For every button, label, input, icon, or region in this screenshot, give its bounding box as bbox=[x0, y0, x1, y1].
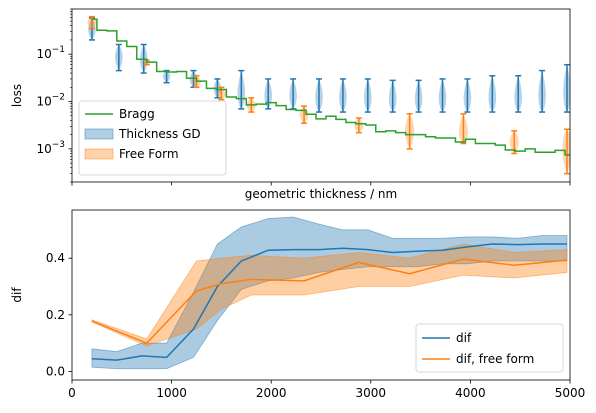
dif-xtick-label-1: 1000 bbox=[156, 386, 187, 400]
loss-ylabel: loss bbox=[10, 84, 24, 107]
series-line-0 bbox=[91, 243, 568, 361]
loss-legend-label-2: Free Form bbox=[119, 147, 179, 161]
loss-axes-frame bbox=[71, 8, 571, 183]
dif-axis-ticks: 0 1000 2000 3000 4000 5000 0.0 0.2 0.4 bbox=[46, 251, 585, 400]
dif-xtick-label-2: 2000 bbox=[256, 386, 287, 400]
dif-ylabel: dif bbox=[10, 287, 24, 303]
loss-ytick-label-2: 10−3 bbox=[36, 140, 65, 156]
dif-legend-label-1: dif, free form bbox=[456, 352, 534, 366]
loss-legend-label-0: Bragg bbox=[119, 107, 155, 121]
loss-legend-label-1: Thickness GD bbox=[118, 127, 201, 141]
series-line-1 bbox=[91, 258, 568, 345]
loss-xlabel: geometric thickness / nm bbox=[245, 187, 397, 201]
dif-ytick-label-1: 0.2 bbox=[46, 308, 65, 322]
dif-xtick-label-0: 0 bbox=[68, 386, 76, 400]
loss-axes: 10−1 10−2 10−3 loss geometric thickness / … bbox=[10, 8, 571, 201]
series-band-1 bbox=[91, 243, 568, 347]
free-form-violin-10-body bbox=[562, 129, 570, 174]
dif-plot-area bbox=[91, 216, 568, 370]
loss-ytick-label-0: 10−1 bbox=[36, 45, 65, 61]
dif-legend: dif dif, free form bbox=[415, 323, 564, 373]
legend-swatch-2 bbox=[84, 148, 114, 160]
dif-xtick-label-5: 5000 bbox=[555, 386, 586, 400]
dif-xtick-label-4: 4000 bbox=[455, 386, 486, 400]
loss-legend-box bbox=[78, 100, 227, 176]
loss-ytick-label-1: 10−2 bbox=[36, 93, 65, 109]
loss-plot-area bbox=[87, 15, 570, 175]
loss-legend: Bragg Thickness GD Free Form bbox=[78, 100, 227, 176]
dif-legend-box bbox=[415, 323, 564, 373]
legend-swatch-1 bbox=[84, 128, 114, 140]
dif-xtick-label-3: 3000 bbox=[356, 386, 387, 400]
bragg-line bbox=[91, 18, 570, 156]
dif-legend-label-0: dif bbox=[456, 331, 472, 345]
dif-ytick-label-0: 0.0 bbox=[46, 365, 65, 379]
dif-ytick-label-2: 0.4 bbox=[46, 251, 65, 265]
dif-axes-frame bbox=[71, 209, 571, 381]
